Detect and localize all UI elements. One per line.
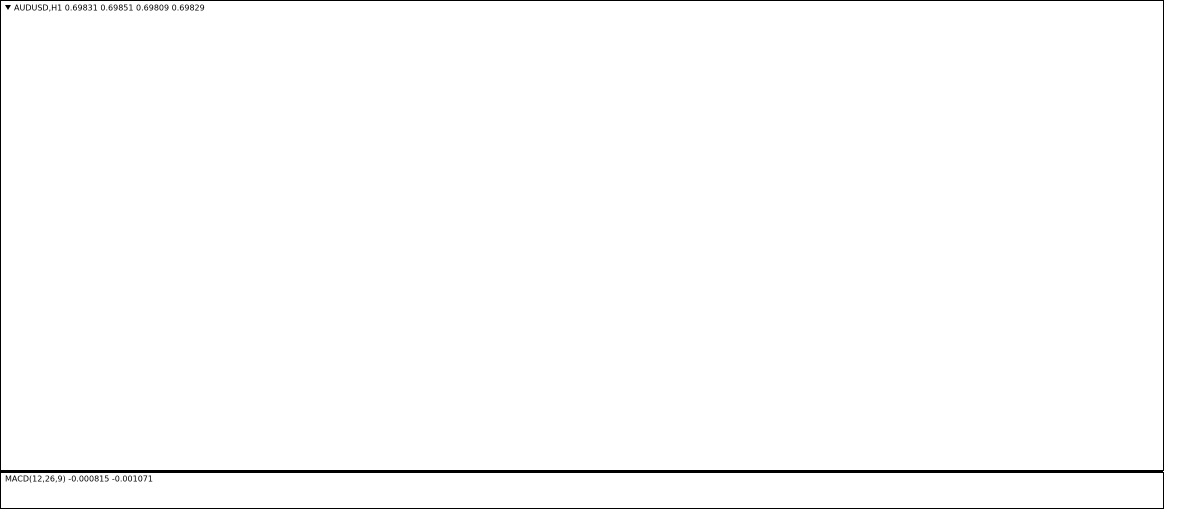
macd-frame bbox=[0, 472, 1164, 509]
macd-title: MACD(12,26,9) -0.000815 -0.001071 bbox=[5, 475, 153, 484]
chart-title: AUDUSD,H1 0.69831 0.69851 0.69809 0.6982… bbox=[14, 4, 205, 13]
title-icon bbox=[5, 5, 11, 10]
price-frame bbox=[0, 0, 1164, 471]
